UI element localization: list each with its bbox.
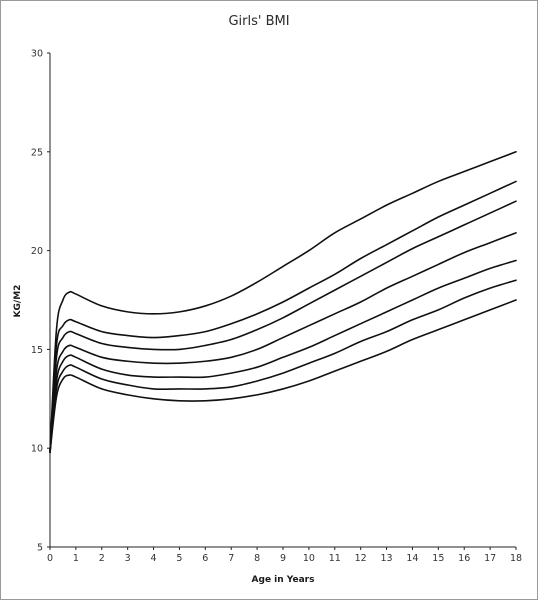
x-tick-label: 17 [484,553,496,564]
x-tick-label: 15 [432,553,444,564]
x-tick-label: 16 [458,553,470,564]
y-tick-label: 5 [37,543,43,554]
x-tick-label: 1 [73,553,79,564]
y-tick-label: 15 [31,345,43,356]
x-tick-label: 3 [125,553,131,564]
x-tick-label: 8 [254,553,260,564]
x-tick-label: 2 [99,553,105,564]
x-tick-label: 0 [47,553,53,564]
y-tick-label: 30 [31,49,43,60]
x-tick-label: 10 [303,553,315,564]
bmi-curve-2 [49,279,517,453]
x-tick-label: 6 [202,553,208,564]
x-tick-label: 7 [228,553,234,564]
x-tick-label: 11 [329,553,341,564]
x-tick-label: 9 [280,553,286,564]
x-tick-label: 13 [381,553,393,564]
chart-title: Girls' BMI [228,14,289,29]
x-tick-label: 5 [176,553,182,564]
x-axis-label: Age in Years [252,575,315,585]
bmi-curve-3 [49,259,517,453]
series-group [49,151,517,453]
bmi-curve-5 [49,200,517,453]
y-tick-label: 20 [31,246,43,257]
bmi-curve-1 [49,299,517,453]
x-tick-label: 12 [355,553,367,564]
x-tick-label: 18 [510,553,522,564]
bmi-curve-4 [49,232,517,453]
x-tick-label: 4 [151,553,157,564]
x-tick-label: 14 [406,553,418,564]
bmi-curve-7 [49,151,517,453]
y-tick-label: 10 [31,444,43,455]
bmi-curve-6 [49,180,517,453]
y-tick-label: 25 [31,147,43,158]
y-axis-label: KG/M2 [13,285,23,318]
